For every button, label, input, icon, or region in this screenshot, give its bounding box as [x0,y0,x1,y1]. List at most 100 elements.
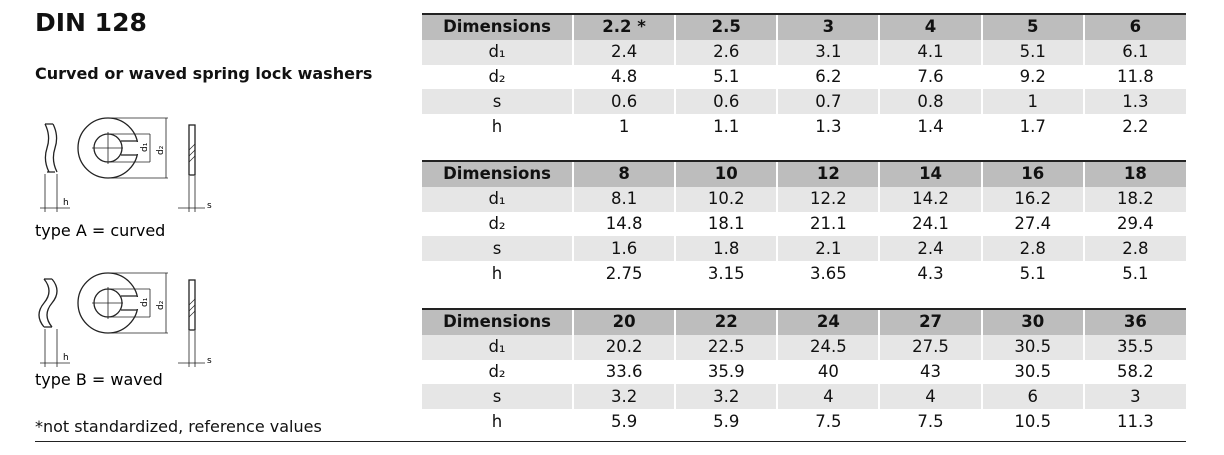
row-label: d₁ [422,334,574,360]
row: d₂ 33.6 35.9 40 43 30.5 58.2 [422,359,1186,385]
dim-h [40,329,70,367]
column-header: 8 [571,160,676,187]
cell: 30.5 [980,334,1084,360]
section [188,124,196,176]
cell: 3.2 [571,384,676,410]
dim-d1 [108,133,151,163]
cell: 2.6 [674,39,778,65]
size-table: Dimensions 8 10 12 14 16 18 d₁ 8.1 10.2 12.2 14.2 16… [422,160,1186,286]
cell: 5.9 [571,409,676,434]
column-header: 2.2 * [571,13,676,40]
cross [92,287,124,319]
cell: 2.4 [878,236,982,262]
slot-fill [123,297,139,309]
row: d₂ 14.8 18.1 21.1 24.1 27.4 29.4 [422,211,1186,237]
column-header: 14 [878,160,982,187]
row: d₁ 8.1 10.2 12.2 14.2 16.2 18.2 [422,186,1186,212]
label-h: h [63,198,69,208]
header-row: Dimensions 8 10 12 14 16 18 [422,160,1186,187]
side-view [38,278,58,328]
column-header: 2.5 [674,13,778,40]
cell: 58.2 [1082,359,1186,385]
row: s 0.6 0.6 0.7 0.8 1 1.3 [422,89,1186,115]
subtitle: Curved or waved spring lock washers [35,64,373,83]
cell: 14.2 [878,186,982,212]
cell: 3 [1082,384,1186,410]
row-label: d₂ [422,211,574,237]
footnote: *not standardized, reference values [35,417,322,436]
row-label: d₁ [422,39,574,65]
cell: 1.8 [674,236,778,262]
row-label: d₁ [422,186,574,212]
slot-fill [123,142,139,154]
rule [35,441,1186,442]
row-label: d₂ [422,64,574,90]
cell: 5.9 [674,409,778,434]
cell: 35.5 [1082,334,1186,360]
label-h: h [63,353,69,363]
washer-figure: d₁ d₂ s h type A = curved [35,117,212,240]
washer-figure: d₁ d₂ s h type B = waved [35,272,212,389]
label-s: s [207,201,212,211]
title: DIN 128 [35,8,147,37]
cell: 1.1 [674,114,778,139]
cell: 2.4 [571,39,676,65]
cell: 0.6 [674,89,778,115]
column-header: 10 [674,160,778,187]
cell: 1.4 [878,114,982,139]
cell: 1 [980,89,1084,115]
cell: 7.5 [776,409,880,434]
cell: 24.5 [776,334,880,360]
cell: 0.8 [878,89,982,115]
column-header: 18 [1082,160,1186,187]
cell: 4.3 [878,261,982,286]
cell: 10.2 [674,186,778,212]
cell: 4 [878,384,982,410]
hatch [188,298,196,318]
cell: 43 [878,359,982,385]
column-header: 16 [980,160,1084,187]
row: h 5.9 5.9 7.5 7.5 10.5 11.3 [422,409,1186,434]
row-label: s [422,384,574,410]
column-header: 36 [1082,308,1186,335]
cell: 9.2 [980,64,1084,90]
cell: 3.2 [674,384,778,410]
column-header: 5 [980,13,1084,40]
cell: 2.8 [980,236,1084,262]
cross [92,132,124,164]
cell: 14.8 [571,211,676,237]
column-header: Dimensions [422,308,574,335]
row: h 1 1.1 1.3 1.4 1.7 2.2 [422,114,1186,139]
cell: 3.65 [776,261,880,286]
cell: 1.3 [776,114,880,139]
label-d1: d₁ [140,142,150,152]
cell: 1.6 [571,236,676,262]
row: d₁ 20.2 22.5 24.5 27.5 30.5 35.5 [422,334,1186,360]
cell: 18.2 [1082,186,1186,212]
size-table: Dimensions 20 22 24 27 30 36 d₁ 20.2 22.5 24.5 27.5… [422,308,1186,434]
slot [121,295,137,311]
cell: 0.6 [571,89,676,115]
cell: 5.1 [1082,261,1186,286]
row-label: s [422,89,574,115]
cell: 5.1 [674,64,778,90]
dim-s [178,331,205,367]
cell: 27.4 [980,211,1084,237]
cell: 3.1 [776,39,880,65]
row-label: d₂ [422,359,574,385]
row: s 3.2 3.2 4 4 6 3 [422,384,1186,410]
cell: 30.5 [980,359,1084,385]
cell: 7.6 [878,64,982,90]
row-label: h [422,114,574,139]
cell: 20.2 [571,334,676,360]
cell: 0.7 [776,89,880,115]
row: d₁ 2.4 2.6 3.1 4.1 5.1 6.1 [422,39,1186,65]
cell: 1 [571,114,676,139]
cell: 18.1 [674,211,778,237]
column-header: 30 [980,308,1084,335]
column-header: Dimensions [422,160,574,187]
cell: 7.5 [878,409,982,434]
label-d2: d₂ [156,300,166,310]
cell: 35.9 [674,359,778,385]
dim-d2 [108,272,168,334]
